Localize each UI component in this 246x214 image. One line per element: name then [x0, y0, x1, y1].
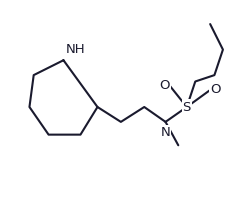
Text: O: O — [210, 83, 221, 97]
Text: S: S — [183, 101, 191, 113]
Text: N: N — [161, 126, 170, 139]
Text: NH: NH — [66, 43, 85, 56]
Text: O: O — [159, 79, 170, 92]
